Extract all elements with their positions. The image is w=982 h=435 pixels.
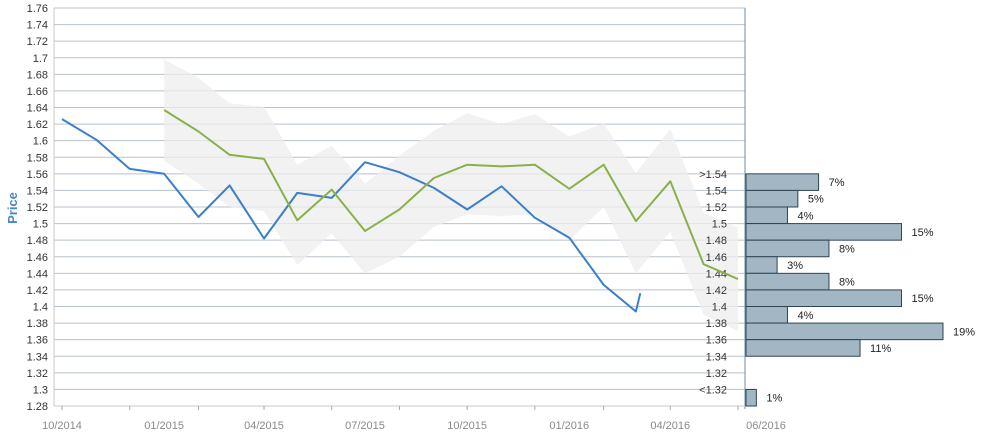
histogram-bin-label: 1.34	[706, 351, 727, 363]
y-tick-label: 1.58	[27, 152, 48, 164]
histogram-percent-label: 5%	[808, 194, 824, 206]
histogram-bin-label: 1.42	[706, 285, 727, 297]
histogram-bin-label: 1.38	[706, 318, 727, 330]
y-axis-ticks: 1.28 1.3 1.32 1.34 1.36 1.38 1.4 1.42 1.44 1.46 1.…	[27, 3, 48, 413]
y-tick-label: 1.32	[27, 368, 48, 380]
histogram-bin-label: <1.32	[699, 384, 727, 396]
histogram-bin-label: 1.4	[712, 302, 727, 314]
histogram-bar	[745, 223, 903, 241]
series-line-green	[163, 109, 739, 281]
histogram-bar	[745, 306, 788, 324]
histogram-percent-label: 1%	[766, 393, 782, 405]
x-tick-label: 06/2016	[746, 420, 786, 432]
histogram: >1.54 7% 1.54 5% 1.52 4% 1.5 15% 1.48 8% 1.46 3% 1.4…	[699, 169, 975, 407]
y-tick-label: 1.74	[27, 20, 48, 32]
histogram-bar	[745, 289, 903, 307]
range-band	[164, 59, 739, 332]
histogram-bar	[745, 173, 820, 191]
y-tick-label: 1.5	[33, 219, 48, 231]
histogram-percent-label: 7%	[829, 177, 845, 189]
histogram-bin-label: 1.54	[706, 185, 727, 197]
histogram-bar	[745, 322, 944, 341]
histogram-percent-label: 15%	[912, 293, 934, 305]
histogram-percent-label: 4%	[797, 210, 813, 222]
x-tick-label: 01/2015	[144, 420, 184, 432]
x-tick-label: 07/2015	[345, 420, 385, 432]
histogram-bar	[745, 272, 830, 291]
histogram-percent-label: 4%	[797, 310, 813, 322]
x-tick-label: 04/2016	[650, 420, 690, 432]
y-tick-label: 1.7	[33, 53, 48, 65]
histogram-bar	[745, 339, 861, 357]
histogram-bin-label: 1.5	[712, 219, 727, 231]
y-tick-label: 1.72	[27, 36, 48, 48]
y-tick-label: 1.4	[33, 302, 48, 314]
histogram-percent-label: 8%	[839, 277, 855, 289]
y-tick-label: 1.36	[27, 335, 48, 347]
y-tick-label: 1.44	[27, 268, 48, 280]
series-lines	[61, 109, 739, 313]
y-tick-label: 1.3	[33, 384, 48, 396]
y-tick-label: 1.68	[27, 69, 48, 81]
y-tick-label: 1.56	[27, 169, 48, 181]
x-tick-label: 10/2015	[447, 420, 487, 432]
forecast-range-band	[164, 59, 739, 332]
y-axis-label: Price	[5, 192, 20, 224]
histogram-percent-label: 15%	[912, 227, 934, 239]
y-tick-label: 1.76	[27, 3, 48, 15]
y-tick-label: 1.66	[27, 86, 48, 98]
y-tick-label: 1.52	[27, 202, 48, 214]
histogram-bin-label: 1.46	[706, 252, 727, 264]
y-tick-label: 1.38	[27, 318, 48, 330]
x-tick-label: 10/2014	[42, 420, 82, 432]
y-tick-label: 1.46	[27, 252, 48, 264]
x-tick-label: 01/2016	[549, 420, 589, 432]
histogram-percent-label: 11%	[870, 343, 891, 355]
histogram-bar	[745, 206, 788, 225]
y-tick-label: 1.62	[27, 119, 48, 131]
x-tick-label: 04/2015	[244, 420, 284, 432]
y-tick-label: 1.6	[33, 136, 48, 148]
histogram-bar	[745, 189, 799, 208]
y-tick-label: 1.54	[27, 185, 48, 197]
histogram-percent-label: 3%	[787, 260, 803, 272]
x-axis: 10/2014 01/2015 04/2015 07/2015 10/2015 01/20…	[42, 405, 786, 432]
y-tick-label: 1.64	[27, 103, 48, 115]
histogram-bar	[745, 388, 757, 407]
histogram-percent-label: 19%	[953, 326, 975, 338]
histogram-bin-label: 1.52	[706, 202, 727, 214]
series-line-blue	[61, 118, 642, 313]
histogram-bin-label: 1.48	[706, 235, 727, 247]
histogram-bin-label: 1.36	[706, 335, 727, 347]
y-tick-label: 1.34	[27, 351, 48, 363]
histogram-percent-label: 8%	[839, 243, 855, 255]
histogram-bar	[745, 256, 778, 274]
histogram-bin-label: 1.32	[706, 368, 727, 380]
y-tick-label: 1.48	[27, 235, 48, 247]
histogram-bin-label: >1.54	[699, 169, 727, 181]
y-tick-label: 1.28	[27, 401, 48, 413]
histogram-bar	[745, 239, 830, 258]
y-tick-label: 1.42	[27, 285, 48, 297]
